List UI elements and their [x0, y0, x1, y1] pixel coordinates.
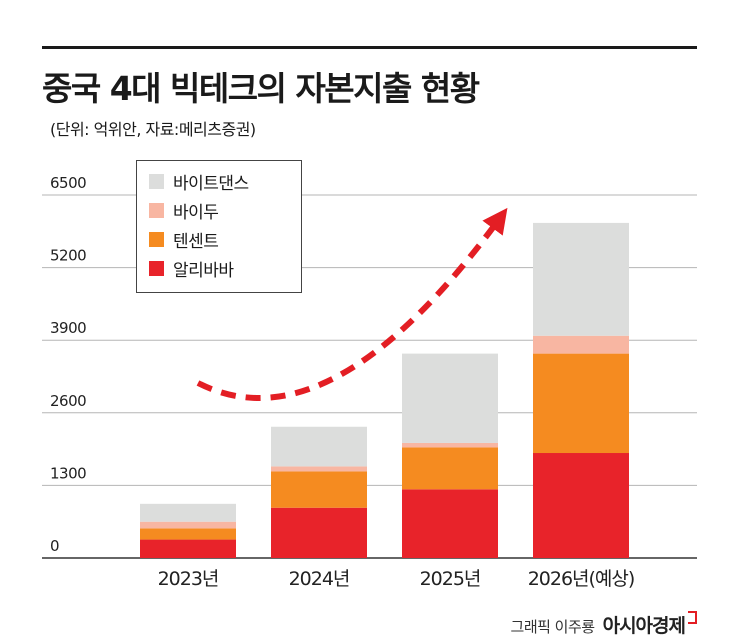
legend-label: 알리바바 — [173, 260, 234, 281]
bar-segment — [402, 442, 498, 448]
bar-segment — [402, 353, 498, 443]
legend-item: 바이두 — [149, 199, 219, 223]
legend-label: 텐센트 — [173, 231, 219, 252]
legend-label: 바이두 — [173, 202, 219, 223]
bar-segment — [533, 335, 629, 354]
bar-segment — [271, 471, 367, 508]
legend-item: 알리바바 — [149, 257, 234, 281]
top-rule — [42, 46, 697, 49]
x-tick-label: 2026년(예상) — [528, 568, 635, 590]
bar-segment — [533, 222, 629, 336]
x-tick-label: 2024년 — [289, 568, 350, 590]
chart-subtitle: (단위: 억위안, 자료:메리츠증권) — [50, 120, 256, 139]
legend-item: 텐센트 — [149, 228, 219, 252]
brand-mark-icon — [688, 611, 697, 624]
bar-segment — [140, 503, 236, 522]
y-tick-label: 5200 — [50, 247, 86, 265]
legend-swatch — [149, 260, 164, 276]
bar-segment — [271, 426, 367, 467]
legend-swatch — [149, 231, 164, 247]
bar-segment — [271, 466, 367, 472]
bar-segment — [140, 539, 236, 558]
graphic-credit: 그래픽 이주룡 — [510, 618, 596, 636]
brand-logo-text: 아시아경제 — [602, 615, 686, 637]
y-tick-label: 2600 — [50, 392, 86, 410]
legend-item: 바이트댄스 — [149, 170, 249, 194]
chart-title: 중국 4대 빅테크의 자본지출 현황 — [42, 69, 480, 108]
legend-swatch — [149, 202, 164, 218]
y-tick-label: 1300 — [50, 464, 86, 482]
y-tick-label: 6500 — [50, 174, 86, 192]
x-tick-label: 2023년 — [158, 568, 219, 590]
legend-label: 바이트댄스 — [173, 173, 249, 194]
legend-swatch — [149, 173, 164, 189]
trend-arrow — [196, 207, 508, 401]
bar-segment — [140, 521, 236, 529]
bar-segment — [533, 353, 629, 454]
bar-segment — [533, 453, 629, 558]
bar-segment — [271, 507, 367, 558]
y-tick-label: 3900 — [50, 319, 86, 337]
bar-segment — [402, 447, 498, 490]
bar-segment — [402, 489, 498, 558]
y-tick-label: 0 — [50, 537, 59, 555]
credit-line: 그래픽 이주룡 아시아경제 — [511, 611, 697, 638]
bar-segment — [140, 528, 236, 540]
x-tick-label: 2025년 — [420, 568, 481, 590]
